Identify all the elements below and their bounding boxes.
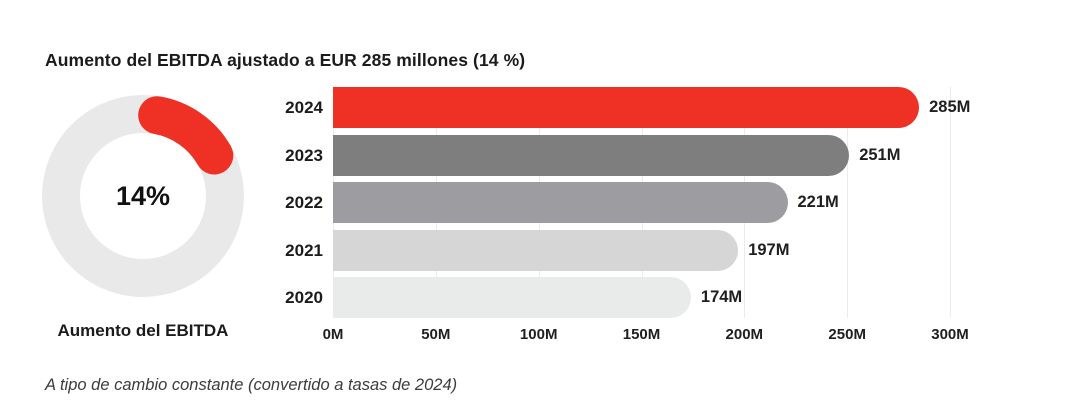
- donut-svg: [42, 95, 244, 297]
- bar-2024: [333, 87, 920, 128]
- year-label-2023: 2023: [285, 145, 323, 165]
- bar-chart-plot-area: 285M 251M 221M 197M 174M: [333, 87, 973, 318]
- bar-2022: [333, 182, 788, 223]
- bar-row: 221M: [333, 182, 973, 223]
- year-label-2024: 2024: [285, 98, 323, 117]
- bar-row: 174M: [333, 277, 973, 318]
- gridline: [847, 87, 849, 318]
- bar-2023: [333, 134, 850, 176]
- x-tick-label: 250M: [828, 326, 866, 343]
- bar-value-label: 251M: [859, 145, 901, 164]
- year-label-2020: 2020: [285, 288, 323, 307]
- bar-value-label: 174M: [700, 288, 743, 306]
- chart-title: Aumento del EBITDA ajustado a EUR 285 mi…: [45, 50, 526, 70]
- bar-value-label: 285M: [929, 98, 971, 116]
- footnote: A tipo de cambio constante (convertido a…: [45, 376, 458, 394]
- x-tick-label: 50M: [421, 326, 451, 343]
- x-tick-label: 300M: [931, 326, 969, 343]
- donut-percent-arc: [138, 96, 234, 175]
- year-label-2021: 2021: [285, 240, 323, 260]
- bar-chart-year-labels: 2024 2023 2022 2021 2020: [258, 87, 323, 318]
- bar-value-label: 221M: [797, 193, 839, 211]
- donut-percent-label: 14%: [115, 180, 171, 211]
- bar-2021: [333, 229, 739, 271]
- x-tick-label: 150M: [622, 326, 661, 343]
- donut-caption: Aumento del EBITDA: [57, 321, 229, 340]
- x-tick-label: 0M: [322, 326, 344, 343]
- bar-value-label: 197M: [748, 240, 790, 259]
- bar-row: 251M: [333, 134, 973, 176]
- bar-2020: [333, 277, 691, 318]
- x-tick-label: 100M: [519, 326, 558, 343]
- bar-chart-x-axis: 0M 50M 100M 150M 200M 250M 300M: [323, 326, 973, 346]
- bar-row: 285M: [333, 87, 973, 128]
- gridline: [950, 87, 951, 318]
- year-label-2022: 2022: [285, 193, 323, 212]
- x-tick-label: 200M: [725, 326, 764, 343]
- bar-row: 197M: [333, 229, 973, 271]
- donut-gauge: 14%: [38, 91, 248, 301]
